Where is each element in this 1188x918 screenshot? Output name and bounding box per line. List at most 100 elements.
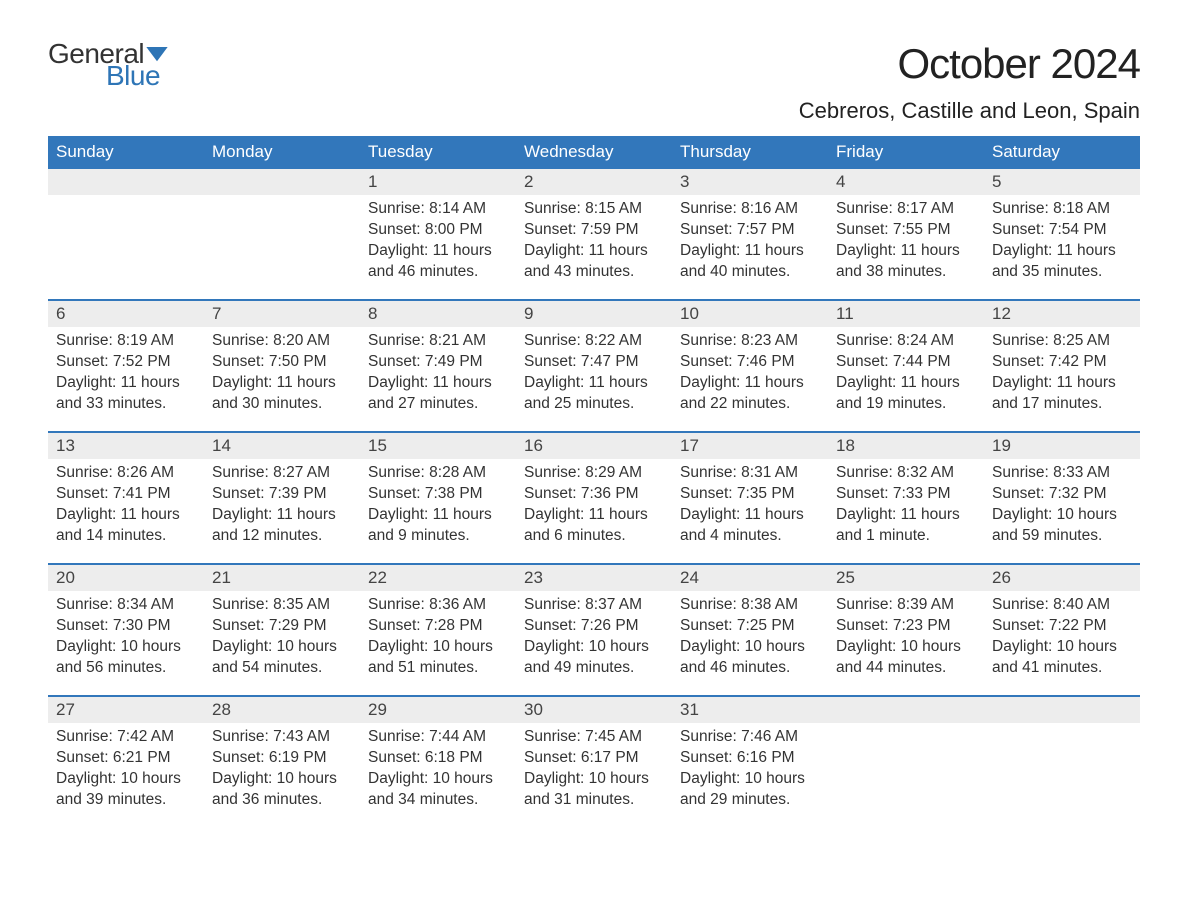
sunset-line: Sunset: 7:57 PM bbox=[680, 220, 820, 241]
daylight-line: Daylight: 11 hours and 9 minutes. bbox=[368, 505, 508, 547]
calendar-day: 23Sunrise: 8:37 AMSunset: 7:26 PMDayligh… bbox=[516, 565, 672, 695]
daylight-line: Daylight: 11 hours and 14 minutes. bbox=[56, 505, 196, 547]
day-details: Sunrise: 8:39 AMSunset: 7:23 PMDaylight:… bbox=[828, 591, 984, 691]
sunrise-line: Sunrise: 8:17 AM bbox=[836, 199, 976, 220]
sunrise-line: Sunrise: 8:19 AM bbox=[56, 331, 196, 352]
calendar-week: 1Sunrise: 8:14 AMSunset: 8:00 PMDaylight… bbox=[48, 169, 1140, 299]
sunset-line: Sunset: 7:52 PM bbox=[56, 352, 196, 373]
day-details: Sunrise: 8:28 AMSunset: 7:38 PMDaylight:… bbox=[360, 459, 516, 559]
calendar-day: 26Sunrise: 8:40 AMSunset: 7:22 PMDayligh… bbox=[984, 565, 1140, 695]
sunrise-line: Sunrise: 8:38 AM bbox=[680, 595, 820, 616]
day-details: Sunrise: 7:44 AMSunset: 6:18 PMDaylight:… bbox=[360, 723, 516, 823]
calendar-day: 28Sunrise: 7:43 AMSunset: 6:19 PMDayligh… bbox=[204, 697, 360, 827]
sunset-line: Sunset: 7:49 PM bbox=[368, 352, 508, 373]
daylight-line: Daylight: 10 hours and 54 minutes. bbox=[212, 637, 352, 679]
daylight-line: Daylight: 10 hours and 46 minutes. bbox=[680, 637, 820, 679]
daylight-line: Daylight: 10 hours and 39 minutes. bbox=[56, 769, 196, 811]
daylight-line: Daylight: 11 hours and 27 minutes. bbox=[368, 373, 508, 415]
calendar-day: 17Sunrise: 8:31 AMSunset: 7:35 PMDayligh… bbox=[672, 433, 828, 563]
day-number bbox=[984, 697, 1140, 723]
day-number: 7 bbox=[204, 301, 360, 327]
day-details: Sunrise: 8:33 AMSunset: 7:32 PMDaylight:… bbox=[984, 459, 1140, 559]
sunrise-line: Sunrise: 8:39 AM bbox=[836, 595, 976, 616]
calendar-day: 6Sunrise: 8:19 AMSunset: 7:52 PMDaylight… bbox=[48, 301, 204, 431]
title-block: October 2024 Cebreros, Castille and Leon… bbox=[799, 40, 1140, 124]
weekday-header-row: SundayMondayTuesdayWednesdayThursdayFrid… bbox=[48, 136, 1140, 169]
calendar-week: 20Sunrise: 8:34 AMSunset: 7:30 PMDayligh… bbox=[48, 563, 1140, 695]
sunrise-line: Sunrise: 8:26 AM bbox=[56, 463, 196, 484]
calendar-day: 25Sunrise: 8:39 AMSunset: 7:23 PMDayligh… bbox=[828, 565, 984, 695]
sunset-line: Sunset: 7:50 PM bbox=[212, 352, 352, 373]
day-number: 16 bbox=[516, 433, 672, 459]
sunset-line: Sunset: 8:00 PM bbox=[368, 220, 508, 241]
calendar-day: 27Sunrise: 7:42 AMSunset: 6:21 PMDayligh… bbox=[48, 697, 204, 827]
calendar-day: 4Sunrise: 8:17 AMSunset: 7:55 PMDaylight… bbox=[828, 169, 984, 299]
day-number: 15 bbox=[360, 433, 516, 459]
day-details: Sunrise: 8:19 AMSunset: 7:52 PMDaylight:… bbox=[48, 327, 204, 427]
sunset-line: Sunset: 7:35 PM bbox=[680, 484, 820, 505]
day-details: Sunrise: 8:37 AMSunset: 7:26 PMDaylight:… bbox=[516, 591, 672, 691]
calendar-day bbox=[984, 697, 1140, 827]
calendar-week: 13Sunrise: 8:26 AMSunset: 7:41 PMDayligh… bbox=[48, 431, 1140, 563]
calendar: SundayMondayTuesdayWednesdayThursdayFrid… bbox=[48, 136, 1140, 827]
day-number: 19 bbox=[984, 433, 1140, 459]
sunrise-line: Sunrise: 8:18 AM bbox=[992, 199, 1132, 220]
day-details: Sunrise: 8:21 AMSunset: 7:49 PMDaylight:… bbox=[360, 327, 516, 427]
sunset-line: Sunset: 7:28 PM bbox=[368, 616, 508, 637]
month-title: October 2024 bbox=[799, 40, 1140, 88]
day-number: 12 bbox=[984, 301, 1140, 327]
day-number: 1 bbox=[360, 169, 516, 195]
day-number: 6 bbox=[48, 301, 204, 327]
day-details: Sunrise: 8:17 AMSunset: 7:55 PMDaylight:… bbox=[828, 195, 984, 295]
sunrise-line: Sunrise: 8:15 AM bbox=[524, 199, 664, 220]
sunrise-line: Sunrise: 8:34 AM bbox=[56, 595, 196, 616]
sunrise-line: Sunrise: 8:37 AM bbox=[524, 595, 664, 616]
day-number: 21 bbox=[204, 565, 360, 591]
calendar-day: 29Sunrise: 7:44 AMSunset: 6:18 PMDayligh… bbox=[360, 697, 516, 827]
sunrise-line: Sunrise: 8:20 AM bbox=[212, 331, 352, 352]
calendar-day: 14Sunrise: 8:27 AMSunset: 7:39 PMDayligh… bbox=[204, 433, 360, 563]
day-number: 3 bbox=[672, 169, 828, 195]
day-number: 18 bbox=[828, 433, 984, 459]
sunset-line: Sunset: 7:41 PM bbox=[56, 484, 196, 505]
day-details: Sunrise: 8:16 AMSunset: 7:57 PMDaylight:… bbox=[672, 195, 828, 295]
daylight-line: Daylight: 11 hours and 4 minutes. bbox=[680, 505, 820, 547]
sunrise-line: Sunrise: 8:16 AM bbox=[680, 199, 820, 220]
day-number: 5 bbox=[984, 169, 1140, 195]
calendar-day: 18Sunrise: 8:32 AMSunset: 7:33 PMDayligh… bbox=[828, 433, 984, 563]
sunrise-line: Sunrise: 8:32 AM bbox=[836, 463, 976, 484]
calendar-day: 15Sunrise: 8:28 AMSunset: 7:38 PMDayligh… bbox=[360, 433, 516, 563]
day-details: Sunrise: 8:24 AMSunset: 7:44 PMDaylight:… bbox=[828, 327, 984, 427]
sunset-line: Sunset: 6:16 PM bbox=[680, 748, 820, 769]
sunrise-line: Sunrise: 8:25 AM bbox=[992, 331, 1132, 352]
day-details: Sunrise: 8:40 AMSunset: 7:22 PMDaylight:… bbox=[984, 591, 1140, 691]
sunset-line: Sunset: 7:22 PM bbox=[992, 616, 1132, 637]
sunrise-line: Sunrise: 8:22 AM bbox=[524, 331, 664, 352]
day-number: 13 bbox=[48, 433, 204, 459]
calendar-day: 8Sunrise: 8:21 AMSunset: 7:49 PMDaylight… bbox=[360, 301, 516, 431]
sunrise-line: Sunrise: 8:14 AM bbox=[368, 199, 508, 220]
sunrise-line: Sunrise: 8:29 AM bbox=[524, 463, 664, 484]
sunrise-line: Sunrise: 8:31 AM bbox=[680, 463, 820, 484]
day-number: 28 bbox=[204, 697, 360, 723]
calendar-day: 19Sunrise: 8:33 AMSunset: 7:32 PMDayligh… bbox=[984, 433, 1140, 563]
calendar-day: 16Sunrise: 8:29 AMSunset: 7:36 PMDayligh… bbox=[516, 433, 672, 563]
daylight-line: Daylight: 10 hours and 29 minutes. bbox=[680, 769, 820, 811]
logo: General Blue bbox=[48, 40, 168, 90]
day-number: 14 bbox=[204, 433, 360, 459]
daylight-line: Daylight: 11 hours and 12 minutes. bbox=[212, 505, 352, 547]
day-details: Sunrise: 8:36 AMSunset: 7:28 PMDaylight:… bbox=[360, 591, 516, 691]
daylight-line: Daylight: 10 hours and 56 minutes. bbox=[56, 637, 196, 679]
sunset-line: Sunset: 7:42 PM bbox=[992, 352, 1132, 373]
day-number: 27 bbox=[48, 697, 204, 723]
daylight-line: Daylight: 11 hours and 17 minutes. bbox=[992, 373, 1132, 415]
sunset-line: Sunset: 7:32 PM bbox=[992, 484, 1132, 505]
calendar-day: 10Sunrise: 8:23 AMSunset: 7:46 PMDayligh… bbox=[672, 301, 828, 431]
daylight-line: Daylight: 11 hours and 22 minutes. bbox=[680, 373, 820, 415]
day-number: 31 bbox=[672, 697, 828, 723]
sunrise-line: Sunrise: 7:43 AM bbox=[212, 727, 352, 748]
sunrise-line: Sunrise: 8:27 AM bbox=[212, 463, 352, 484]
sunset-line: Sunset: 6:19 PM bbox=[212, 748, 352, 769]
day-number: 30 bbox=[516, 697, 672, 723]
day-details: Sunrise: 8:34 AMSunset: 7:30 PMDaylight:… bbox=[48, 591, 204, 691]
